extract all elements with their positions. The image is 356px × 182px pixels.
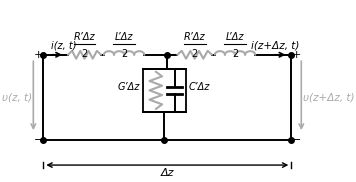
- Text: υ(z, t): υ(z, t): [2, 92, 32, 102]
- Text: R’Δz: R’Δz: [184, 32, 205, 42]
- Text: L’Δz: L’Δz: [115, 32, 134, 42]
- Text: 2: 2: [81, 50, 88, 60]
- Text: 2: 2: [192, 50, 198, 60]
- Text: +: +: [292, 50, 301, 60]
- Text: R’Δz: R’Δz: [74, 32, 95, 42]
- Text: −: −: [33, 135, 43, 145]
- Text: 2: 2: [232, 50, 238, 60]
- Text: i(z, t): i(z, t): [51, 40, 76, 50]
- Text: 2: 2: [121, 50, 127, 60]
- Text: G’Δz: G’Δz: [117, 82, 140, 92]
- Text: Δz: Δz: [161, 168, 174, 178]
- Text: υ(z+Δz, t): υ(z+Δz, t): [303, 92, 354, 102]
- Text: C’Δz: C’Δz: [189, 82, 210, 92]
- Text: +: +: [33, 50, 43, 60]
- Text: i(z+Δz, t): i(z+Δz, t): [251, 40, 299, 50]
- Text: −: −: [292, 135, 301, 145]
- Text: L’Δz: L’Δz: [226, 32, 244, 42]
